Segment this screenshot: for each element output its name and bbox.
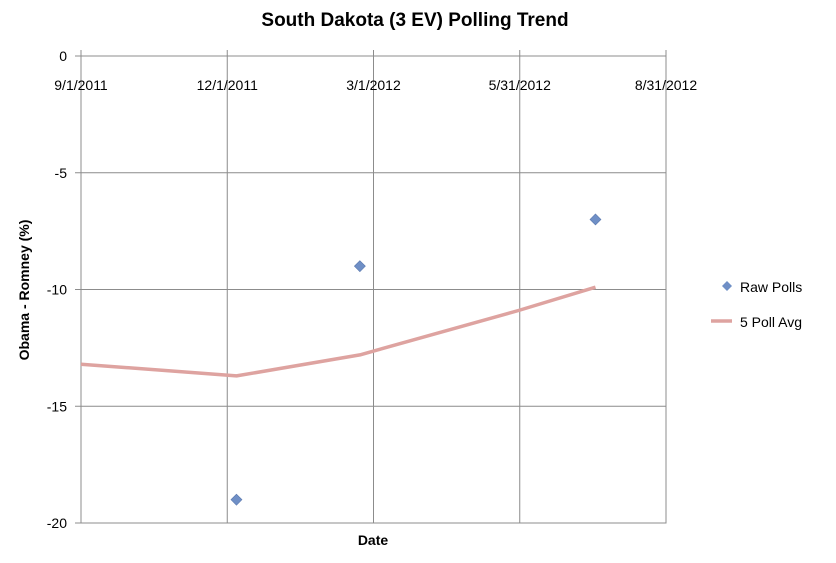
x-tick-label: 9/1/2011	[54, 77, 108, 93]
legend-label-raw-polls: Raw Polls	[740, 279, 802, 295]
series-line-5-poll-avg	[80, 285, 597, 378]
raw-poll-point	[230, 493, 243, 506]
raw-poll-point	[353, 260, 366, 273]
y-tick-label: -5	[55, 165, 68, 181]
y-tick-label: -10	[47, 282, 67, 298]
chart-title: South Dakota (3 EV) Polling Trend	[261, 10, 568, 31]
x-tick-label: 3/1/2012	[346, 77, 401, 93]
x-axis-label: Date	[358, 532, 389, 548]
raw-poll-point	[589, 213, 602, 226]
y-tick-label: 0	[59, 48, 67, 64]
x-tick-label: 8/31/2012	[635, 77, 697, 93]
grid	[75, 50, 667, 524]
legend: Raw Polls 5 Poll Avg	[711, 279, 802, 330]
x-tick-label: 12/1/2011	[197, 77, 258, 93]
y-tick-label: -15	[47, 398, 67, 414]
series	[80, 213, 602, 506]
y-axis-label: Obama - Romney (%)	[16, 220, 32, 361]
axis-ticks: 0 -5 -10 -15 -20 9/1/2011 12/1/2011 3/1/2012 5/3…	[47, 48, 698, 531]
y-tick-label: -20	[47, 515, 67, 531]
legend-label-5-poll-avg: 5 Poll Avg	[740, 314, 802, 330]
legend-marker-raw-polls	[722, 281, 732, 291]
x-tick-label: 5/31/2012	[489, 77, 551, 93]
